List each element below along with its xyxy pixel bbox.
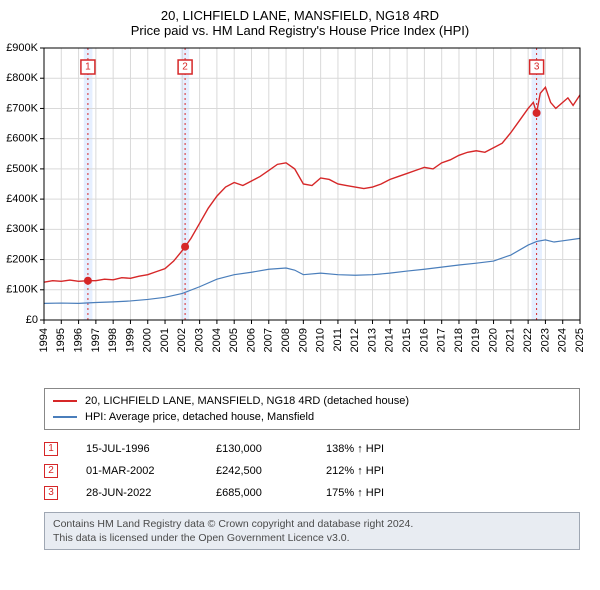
svg-text:£400K: £400K bbox=[6, 193, 38, 205]
svg-text:£0: £0 bbox=[26, 314, 38, 326]
svg-text:2016: 2016 bbox=[418, 328, 430, 352]
svg-text:2018: 2018 bbox=[453, 328, 465, 352]
event-hpi: 138% ↑ HPI bbox=[326, 438, 384, 460]
svg-text:2013: 2013 bbox=[366, 328, 378, 352]
svg-text:2020: 2020 bbox=[487, 328, 499, 352]
svg-text:£300K: £300K bbox=[6, 223, 38, 235]
event-marker: 2 bbox=[44, 464, 58, 478]
svg-text:2011: 2011 bbox=[332, 328, 344, 352]
event-hpi: 212% ↑ HPI bbox=[326, 460, 384, 482]
svg-text:2023: 2023 bbox=[539, 328, 551, 352]
svg-text:2010: 2010 bbox=[315, 328, 327, 352]
chart-title-address: 20, LICHFIELD LANE, MANSFIELD, NG18 4RD bbox=[0, 8, 600, 23]
chart-area: £0 £100K £200K £300K £400K £500K £600K £700K £80… bbox=[0, 42, 600, 382]
svg-text:£900K: £900K bbox=[6, 42, 38, 54]
event-marker: 3 bbox=[44, 486, 58, 500]
legend-swatch bbox=[53, 416, 77, 418]
svg-text:£500K: £500K bbox=[6, 163, 38, 175]
svg-text:2019: 2019 bbox=[470, 328, 482, 352]
event-date: 01-MAR-2002 bbox=[86, 460, 216, 482]
attribution-box: Contains HM Land Registry data © Crown c… bbox=[44, 512, 580, 550]
svg-text:£100K: £100K bbox=[6, 284, 38, 296]
svg-text:2005: 2005 bbox=[228, 328, 240, 352]
event-price: £242,500 bbox=[216, 460, 326, 482]
svg-text:2024: 2024 bbox=[557, 328, 569, 352]
svg-text:2008: 2008 bbox=[280, 328, 292, 352]
svg-text:2: 2 bbox=[182, 62, 188, 73]
svg-text:1999: 1999 bbox=[124, 328, 136, 352]
svg-text:1994: 1994 bbox=[38, 328, 50, 352]
event-date: 15-JUL-1996 bbox=[86, 438, 216, 460]
svg-text:£700K: £700K bbox=[6, 102, 38, 114]
page-container: 20, LICHFIELD LANE, MANSFIELD, NG18 4RD … bbox=[0, 0, 600, 550]
svg-text:2017: 2017 bbox=[436, 328, 448, 352]
svg-text:2001: 2001 bbox=[159, 328, 171, 352]
svg-text:2022: 2022 bbox=[522, 328, 534, 352]
legend-item: HPI: Average price, detached house, Mans… bbox=[53, 409, 571, 425]
svg-text:2002: 2002 bbox=[176, 328, 188, 352]
event-marker: 1 bbox=[44, 442, 58, 456]
svg-text:1996: 1996 bbox=[72, 328, 84, 352]
svg-text:2021: 2021 bbox=[505, 328, 517, 352]
svg-text:2014: 2014 bbox=[384, 328, 396, 352]
svg-text:1998: 1998 bbox=[107, 328, 119, 352]
chart-title-subtitle: Price paid vs. HM Land Registry's House … bbox=[0, 23, 600, 38]
legend-label: HPI: Average price, detached house, Mans… bbox=[85, 409, 314, 425]
event-row: 1 15-JUL-1996£130,000138% ↑ HPI bbox=[44, 438, 580, 460]
svg-text:£600K: £600K bbox=[6, 133, 38, 145]
svg-text:2006: 2006 bbox=[245, 328, 257, 352]
svg-text:1997: 1997 bbox=[90, 328, 102, 352]
svg-text:3: 3 bbox=[534, 62, 540, 73]
legend-item: 20, LICHFIELD LANE, MANSFIELD, NG18 4RD … bbox=[53, 393, 571, 409]
svg-text:2007: 2007 bbox=[263, 328, 275, 352]
svg-text:2012: 2012 bbox=[349, 328, 361, 352]
event-hpi: 175% ↑ HPI bbox=[326, 482, 384, 504]
svg-text:£200K: £200K bbox=[6, 253, 38, 265]
event-row: 3 28-JUN-2022£685,000175% ↑ HPI bbox=[44, 482, 580, 504]
legend-swatch bbox=[53, 400, 77, 402]
events-table: 1 15-JUL-1996£130,000138% ↑ HPI 2 01-MAR-20… bbox=[44, 438, 580, 504]
attribution-line2: This data is licensed under the Open Gov… bbox=[53, 531, 571, 545]
svg-text:2000: 2000 bbox=[142, 328, 154, 352]
svg-text:1995: 1995 bbox=[55, 328, 67, 352]
svg-text:2009: 2009 bbox=[297, 328, 309, 352]
svg-text:2003: 2003 bbox=[194, 328, 206, 352]
legend: 20, LICHFIELD LANE, MANSFIELD, NG18 4RD … bbox=[44, 388, 580, 430]
svg-text:2004: 2004 bbox=[211, 328, 223, 352]
event-row: 2 01-MAR-2002£242,500212% ↑ HPI bbox=[44, 460, 580, 482]
event-price: £685,000 bbox=[216, 482, 326, 504]
event-price: £130,000 bbox=[216, 438, 326, 460]
svg-text:£800K: £800K bbox=[6, 72, 38, 84]
svg-text:2025: 2025 bbox=[574, 328, 586, 352]
svg-text:2015: 2015 bbox=[401, 328, 413, 352]
chart-svg: £0 £100K £200K £300K £400K £500K £600K £700K £80… bbox=[0, 42, 600, 382]
attribution-line1: Contains HM Land Registry data © Crown c… bbox=[53, 517, 571, 531]
event-date: 28-JUN-2022 bbox=[86, 482, 216, 504]
svg-text:1: 1 bbox=[85, 62, 91, 73]
legend-label: 20, LICHFIELD LANE, MANSFIELD, NG18 4RD … bbox=[85, 393, 409, 409]
